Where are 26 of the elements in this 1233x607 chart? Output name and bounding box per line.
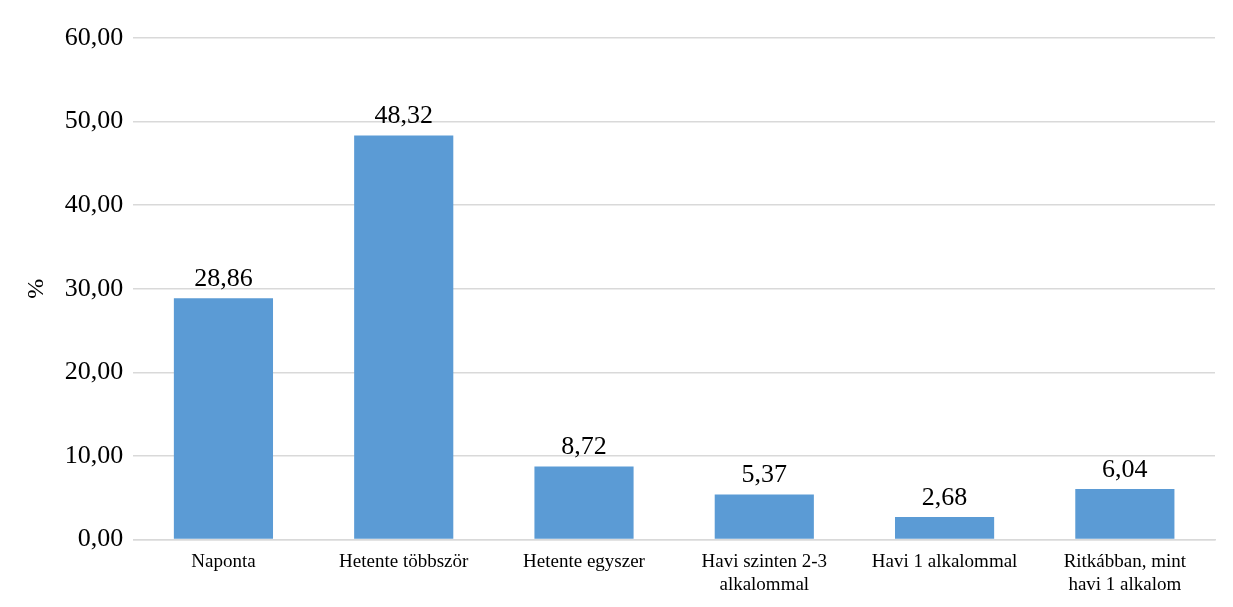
y-tick-label: 40,00 <box>64 188 124 218</box>
data-label: 48,32 <box>374 100 433 130</box>
x-tick-label: Havi 1 alkalommal <box>871 549 1018 571</box>
bar <box>354 135 454 539</box>
y-tick-label: 20,00 <box>64 356 124 386</box>
bar <box>534 466 634 539</box>
y-tick-label: 10,00 <box>64 439 124 469</box>
y-axis-title: % <box>21 278 48 299</box>
x-tick-label: Hetente egyszer <box>523 549 646 571</box>
bar <box>1075 488 1175 539</box>
y-tick-label: 60,00 <box>64 21 124 51</box>
bar <box>714 494 814 539</box>
y-tick-label: 0,00 <box>77 523 124 553</box>
bar <box>173 298 274 539</box>
data-label: 28,86 <box>194 263 253 293</box>
x-tick-label: Havi szinten 2-3 alkalommal <box>701 549 828 594</box>
data-label: 6,04 <box>1102 453 1148 483</box>
y-tick-label: 30,00 <box>64 272 124 302</box>
x-tick-label: Ritkábban, mint havi 1 alkalom <box>1063 549 1187 594</box>
data-label: 2,68 <box>921 481 968 511</box>
y-tick-label: 50,00 <box>64 105 124 135</box>
x-tick-label: Naponta <box>191 549 257 571</box>
x-tick-label: Hetente többször <box>339 549 470 571</box>
data-label: 8,72 <box>561 431 607 461</box>
bar <box>895 517 995 539</box>
data-label: 5,37 <box>741 459 788 489</box>
